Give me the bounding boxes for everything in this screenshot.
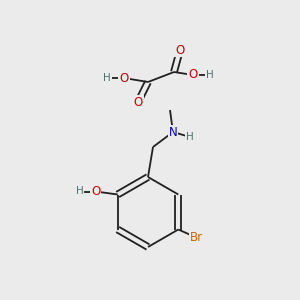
Text: O: O — [119, 71, 129, 85]
Text: O: O — [176, 44, 184, 56]
Text: H: H — [76, 187, 84, 196]
Text: O: O — [91, 185, 100, 198]
Text: Br: Br — [190, 231, 203, 244]
Text: H: H — [103, 73, 111, 83]
Text: H: H — [206, 70, 214, 80]
Text: N: N — [169, 125, 177, 139]
Text: H: H — [186, 132, 194, 142]
Text: O: O — [134, 95, 142, 109]
Text: O: O — [188, 68, 198, 82]
